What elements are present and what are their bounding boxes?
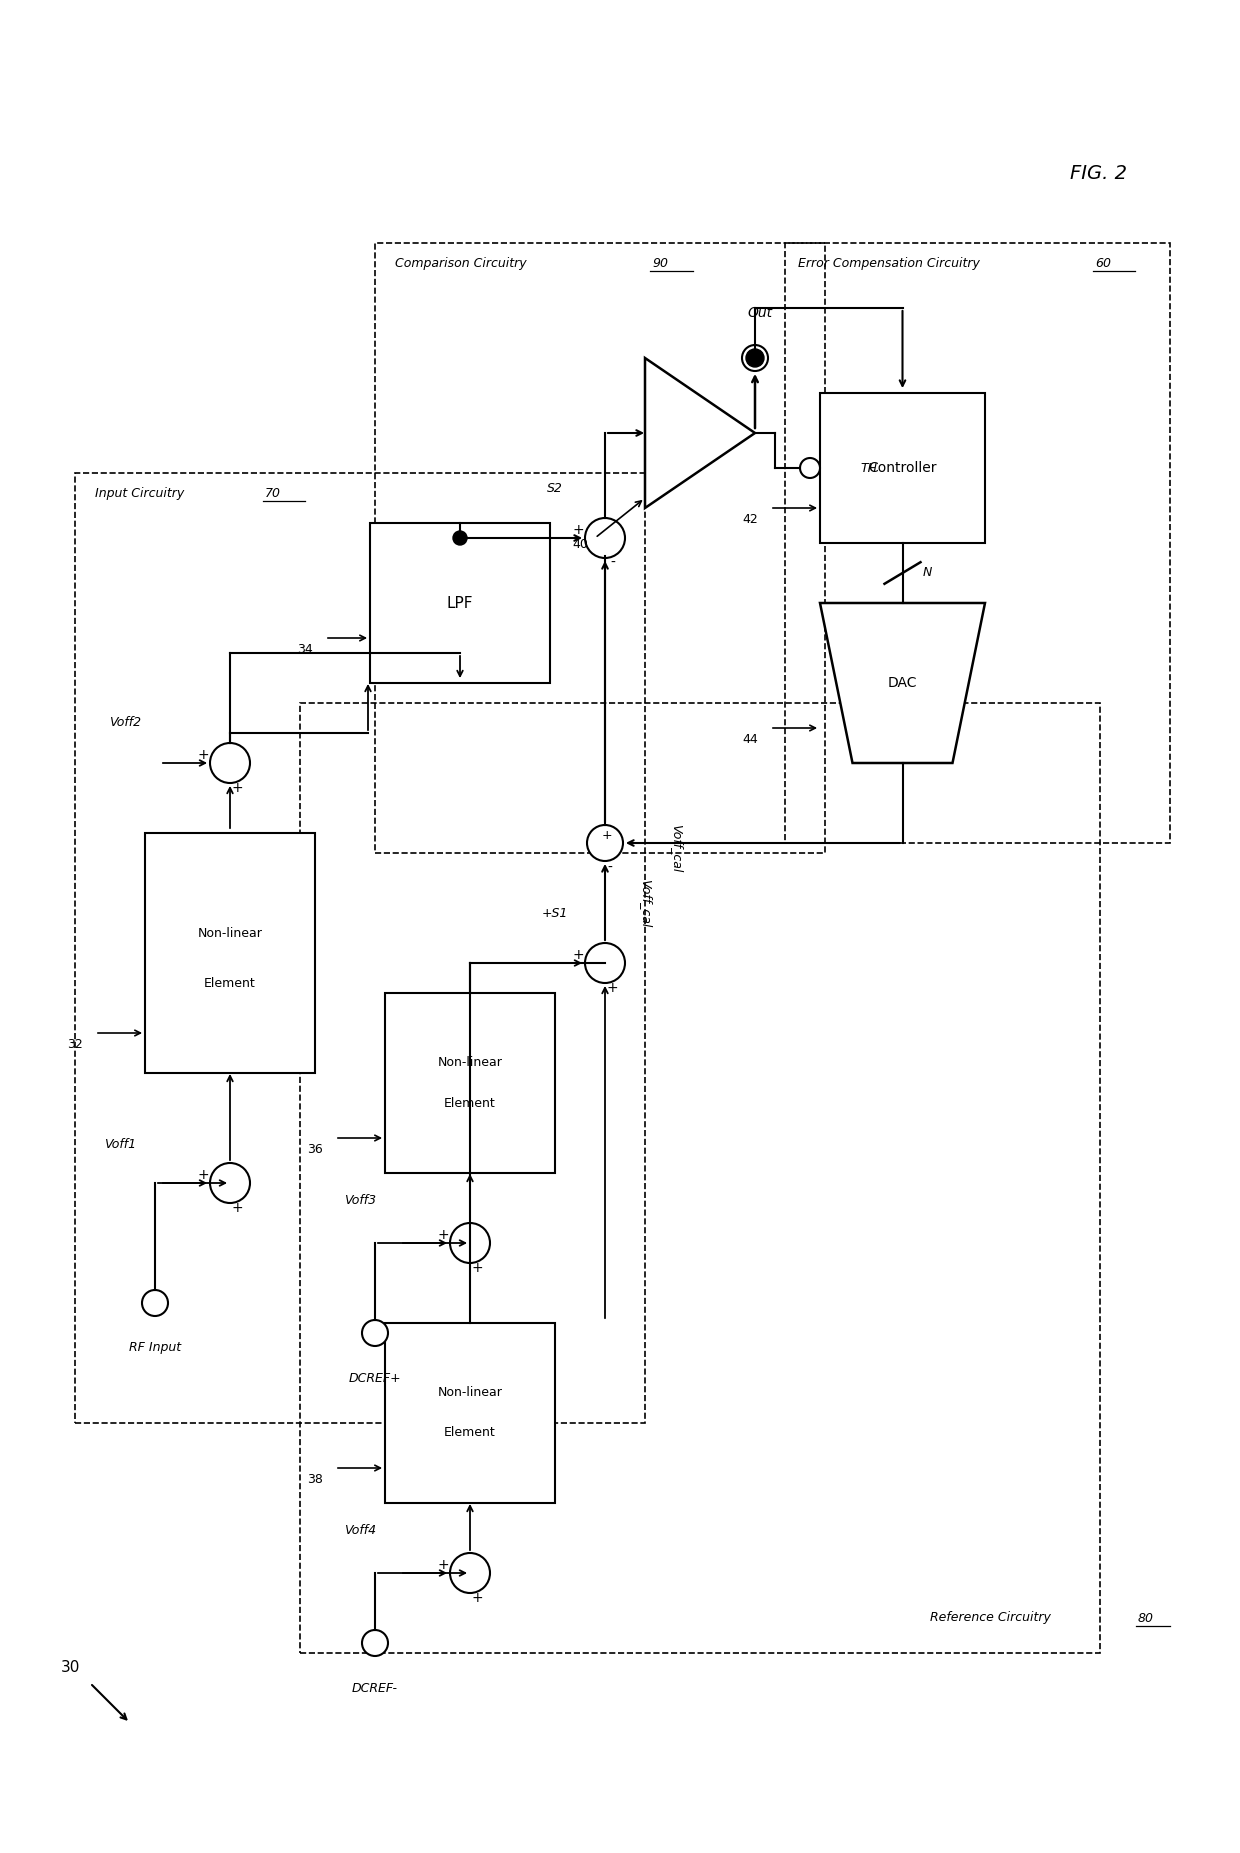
Text: +: + [197,1167,208,1182]
Bar [384,1323,556,1503]
Circle shape [453,532,467,545]
Text: 44: 44 [742,734,758,747]
Text: Element: Element [205,977,255,990]
Text: Voff3: Voff3 [343,1195,376,1208]
Text: +: + [601,828,613,841]
Text: 38: 38 [308,1473,322,1486]
Circle shape [362,1319,388,1345]
Text: Element: Element [444,1427,496,1440]
Circle shape [585,519,625,558]
Bar [370,523,551,684]
Bar [785,243,1171,843]
Text: Voff_cal: Voff_cal [639,878,651,926]
Text: LPF: LPF [446,595,474,610]
Text: +: + [231,1201,243,1216]
Text: +: + [438,1229,449,1242]
Text: Voff1: Voff1 [104,1138,136,1151]
Text: DAC: DAC [888,676,918,689]
Bar [384,993,556,1173]
Text: DCREF-: DCREF- [352,1681,398,1694]
Text: +: + [471,1262,482,1275]
Text: +: + [197,749,208,762]
Text: N: N [923,567,932,580]
Text: 70: 70 [265,487,281,500]
Circle shape [450,1553,490,1594]
Text: +: + [572,949,584,962]
Text: Non-linear: Non-linear [197,926,263,939]
Bar [300,702,1100,1653]
Text: Non-linear: Non-linear [438,1386,502,1399]
Text: 34: 34 [298,643,312,656]
Text: 30: 30 [61,1660,79,1675]
Text: 42: 42 [742,513,758,526]
Text: S2: S2 [547,482,563,495]
Text: 32: 32 [67,1038,83,1051]
Text: +: + [438,1558,449,1571]
Text: +: + [572,523,584,537]
Text: TH: TH [861,461,877,474]
Bar [820,393,985,543]
Text: +: + [471,1592,482,1605]
Text: -: - [608,862,613,875]
Text: +: + [606,980,618,995]
Polygon shape [820,602,985,763]
Text: 36: 36 [308,1143,322,1156]
Circle shape [587,825,622,862]
Text: Reference Circuitry: Reference Circuitry [930,1612,1050,1625]
Text: +S1: +S1 [542,906,568,919]
Circle shape [210,743,250,784]
Text: Error Compensation Circuitry: Error Compensation Circuitry [799,256,980,269]
Circle shape [210,1164,250,1203]
Text: +: + [231,780,243,795]
Circle shape [742,345,768,371]
Circle shape [585,943,625,982]
Text: FIG. 2: FIG. 2 [1070,163,1127,182]
Text: -: - [610,556,615,571]
Text: Comparison Circuitry: Comparison Circuitry [396,256,527,269]
Bar [374,243,825,852]
Text: Controller: Controller [868,461,936,474]
Text: 60: 60 [1095,256,1111,269]
Circle shape [362,1631,388,1657]
Text: Element: Element [444,1097,496,1110]
Text: Voff_cal: Voff_cal [670,825,683,873]
Polygon shape [645,358,755,508]
Text: Voff2: Voff2 [109,717,141,730]
Circle shape [450,1223,490,1264]
Circle shape [143,1290,167,1316]
Circle shape [800,458,820,478]
Text: 90: 90 [652,256,668,269]
Circle shape [746,348,764,367]
Bar [74,473,645,1423]
Text: Voff4: Voff4 [343,1525,376,1538]
Text: 80: 80 [1138,1612,1154,1625]
Text: Out: Out [748,306,773,321]
Text: DCREF+: DCREF+ [348,1371,402,1384]
Text: Input Circuitry: Input Circuitry [95,487,185,500]
Bar [145,834,315,1073]
Text: RF Input: RF Input [129,1342,181,1355]
Text: Non-linear: Non-linear [438,1056,502,1069]
Text: 40: 40 [572,537,588,550]
